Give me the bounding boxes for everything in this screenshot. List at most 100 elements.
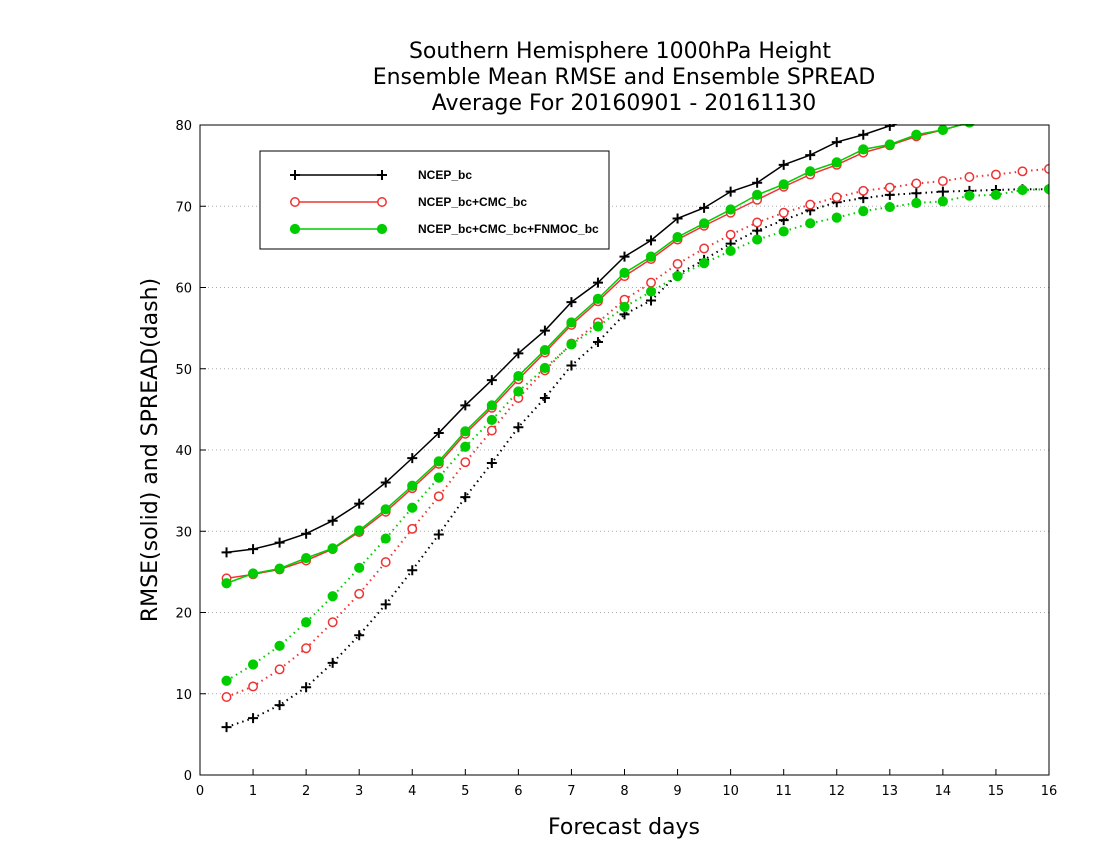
data-point xyxy=(377,197,387,207)
data-point xyxy=(566,339,577,350)
data-point xyxy=(539,393,550,403)
data-point xyxy=(1045,104,1053,112)
data-point xyxy=(752,234,763,245)
data-point xyxy=(407,502,418,513)
data-point xyxy=(460,400,471,411)
data-point xyxy=(698,218,710,229)
data-point xyxy=(964,97,974,107)
legend-box xyxy=(259,150,610,250)
data-point xyxy=(380,599,391,610)
data-point xyxy=(778,159,789,170)
data-point xyxy=(938,104,948,114)
data-point xyxy=(725,204,736,215)
data-point xyxy=(831,212,842,223)
x-tick-label: 15 xyxy=(988,784,1005,799)
series xyxy=(221,184,1049,686)
data-point xyxy=(566,317,577,328)
data-point xyxy=(407,480,418,491)
x-tick-label: 9 xyxy=(673,784,681,799)
data-point xyxy=(911,112,921,122)
legend-label: NCEP_bc+CMC_bc xyxy=(418,195,527,209)
data-point xyxy=(221,547,232,558)
data-point xyxy=(698,258,710,269)
data-point xyxy=(778,226,789,237)
data-point xyxy=(646,295,657,306)
data-point xyxy=(301,528,312,539)
data-point xyxy=(964,124,975,128)
data-point xyxy=(752,189,763,200)
data-point xyxy=(1017,87,1027,97)
x-tick-label: 2 xyxy=(302,784,310,799)
data-point xyxy=(433,491,444,502)
data-point xyxy=(619,251,630,262)
series xyxy=(221,124,975,589)
data-point xyxy=(354,498,365,509)
data-point xyxy=(376,223,388,235)
data-point xyxy=(592,293,604,304)
data-point xyxy=(248,544,259,555)
chart-title-line-1: Southern Hemisphere 1000hPa Height xyxy=(409,39,831,64)
data-point xyxy=(831,137,842,148)
data-point xyxy=(486,425,497,436)
x-tick-label: 4 xyxy=(408,784,416,799)
data-point xyxy=(1017,184,1028,196)
data-point xyxy=(778,207,789,218)
series-line xyxy=(226,188,1049,729)
data-point xyxy=(805,218,816,229)
data-point xyxy=(248,713,259,724)
x-tick-label: 1 xyxy=(249,784,257,799)
data-point xyxy=(354,525,365,536)
data-point xyxy=(566,360,577,371)
data-point xyxy=(301,552,312,564)
y-tick-label: 60 xyxy=(175,282,192,297)
data-point xyxy=(645,251,657,262)
data-point xyxy=(672,213,683,224)
data-point xyxy=(858,144,869,155)
x-tick-label: 3 xyxy=(355,784,363,799)
data-point xyxy=(884,201,895,213)
data-point xyxy=(619,301,630,313)
data-point xyxy=(513,386,524,397)
data-point xyxy=(990,169,1001,180)
y-tick-label: 50 xyxy=(175,363,192,378)
data-point xyxy=(1044,83,1054,93)
x-tick-label: 0 xyxy=(196,784,204,799)
data-point xyxy=(884,124,895,131)
data-point xyxy=(247,659,259,670)
data-point xyxy=(433,529,444,540)
data-point xyxy=(725,186,736,197)
data-point xyxy=(377,170,387,180)
data-point xyxy=(248,681,259,692)
x-tick-label: 10 xyxy=(722,784,739,799)
data-point xyxy=(327,515,338,526)
data-point xyxy=(380,557,391,568)
data-point xyxy=(354,588,365,599)
data-point xyxy=(486,400,497,411)
data-point xyxy=(354,630,365,641)
data-point xyxy=(592,321,604,332)
data-point xyxy=(221,692,232,702)
data-point xyxy=(699,243,710,254)
data-point xyxy=(937,186,948,197)
data-point xyxy=(274,563,285,574)
data-point xyxy=(539,325,550,336)
data-point xyxy=(725,229,736,240)
y-tick-label: 20 xyxy=(175,607,192,622)
series xyxy=(221,83,1054,558)
x-tick-label: 11 xyxy=(775,784,792,799)
data-point xyxy=(592,277,603,288)
data-point xyxy=(805,199,816,210)
series-layer xyxy=(221,83,1054,733)
data-point xyxy=(566,297,577,308)
data-point xyxy=(327,617,338,628)
data-point xyxy=(327,657,338,668)
data-point xyxy=(725,245,736,257)
data-point xyxy=(911,188,922,199)
x-axis-label: Forecast days xyxy=(548,815,700,840)
data-point xyxy=(911,197,922,209)
data-point xyxy=(460,441,471,452)
x-tick-label: 13 xyxy=(882,784,899,799)
data-point xyxy=(221,578,232,589)
x-tick-label: 7 xyxy=(567,784,575,799)
